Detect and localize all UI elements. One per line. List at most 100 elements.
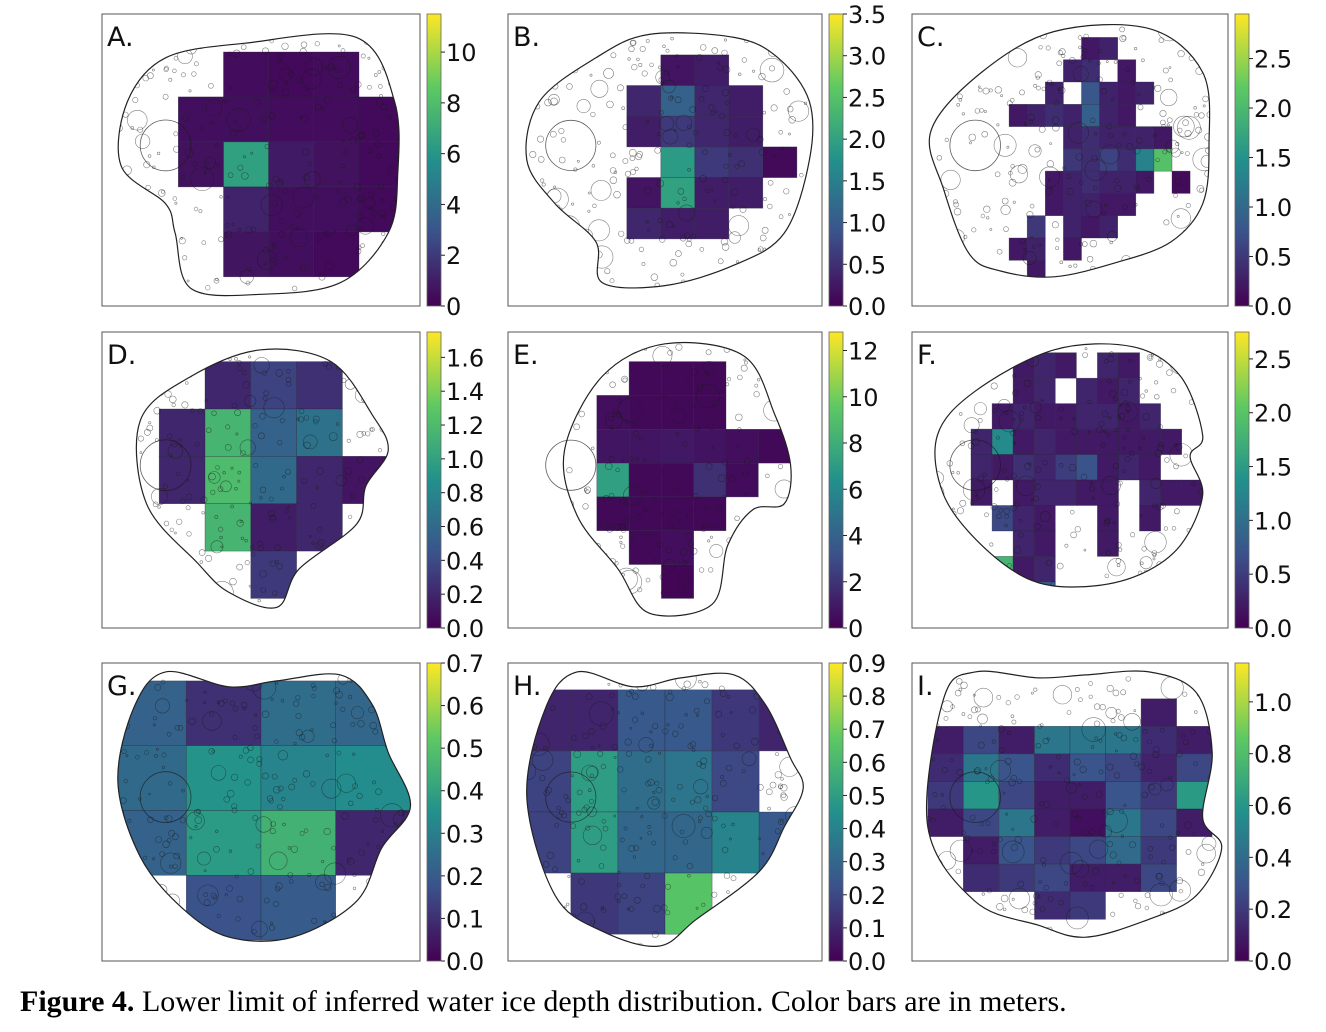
crater-circle <box>301 115 308 122</box>
crater-circle <box>1090 745 1095 749</box>
crater-circle <box>705 794 709 799</box>
crater-circle <box>1158 37 1165 44</box>
crater-circle <box>623 826 628 831</box>
crater-circle <box>619 540 623 544</box>
crater-circle <box>1164 457 1170 463</box>
crater-circle <box>609 176 618 184</box>
crater-circle <box>712 199 717 203</box>
crater-circle <box>259 570 267 578</box>
crater-circle <box>628 905 635 912</box>
crater-circle <box>1097 49 1102 54</box>
crater-circle <box>378 94 383 98</box>
crater-circle <box>964 834 971 841</box>
crater-circle <box>613 170 618 175</box>
crater-circle <box>237 126 242 132</box>
crater-circle <box>606 100 614 109</box>
crater-circle <box>730 204 735 209</box>
crater-circle <box>646 228 651 232</box>
crater-circle <box>725 382 730 387</box>
crater-circle <box>685 240 693 248</box>
heat-cell <box>178 96 224 143</box>
crater-circle <box>618 230 625 237</box>
crater-circle <box>578 878 585 885</box>
crater-circle <box>672 224 676 228</box>
crater-circle <box>336 773 356 793</box>
crater-circle <box>307 872 312 877</box>
crater-circle <box>1010 505 1017 512</box>
crater-circle <box>261 47 269 55</box>
crater-circle <box>397 809 405 817</box>
crater-circle <box>1010 843 1018 852</box>
panel-label: G. <box>107 671 137 702</box>
heat-cell <box>617 872 666 935</box>
crater-circle <box>1101 410 1109 418</box>
crater-circle <box>335 422 340 426</box>
crater-circle <box>1038 880 1042 884</box>
heat-cell <box>1099 37 1118 61</box>
crater-circle <box>1057 50 1063 56</box>
heat-cell <box>962 863 1000 892</box>
heat-cell <box>694 207 730 240</box>
crater-circle <box>529 151 537 159</box>
crater-circle <box>254 733 260 740</box>
crater-circle <box>1133 183 1139 189</box>
heat-cell <box>1099 81 1118 105</box>
crater-circle <box>634 166 639 171</box>
crater-circle <box>253 98 261 107</box>
crater-circle <box>1099 421 1105 427</box>
crater-circle <box>1149 883 1173 907</box>
crater-circle <box>185 493 193 501</box>
crater-circle <box>323 97 331 104</box>
crater-circle <box>1105 549 1112 556</box>
crater-circle <box>1133 202 1138 207</box>
heat-cell <box>1117 104 1137 127</box>
crater-circle <box>161 765 165 769</box>
crater-circle <box>366 842 370 846</box>
crater-circle <box>1013 441 1017 445</box>
crater-circle <box>225 222 230 228</box>
crater-circle <box>1010 472 1017 480</box>
crater-circle <box>729 837 732 841</box>
heat-cell <box>1012 428 1035 455</box>
crater-circle <box>285 468 291 475</box>
crater-circle <box>698 96 705 102</box>
crater-circle <box>1109 240 1113 245</box>
heat-cell <box>711 689 760 752</box>
crater-circle <box>1093 703 1101 710</box>
heat-cells <box>158 361 389 599</box>
crater-circle <box>1029 401 1042 414</box>
crater-circle <box>661 364 669 373</box>
crater-circle <box>275 369 283 377</box>
crater-circle <box>274 739 279 744</box>
crater-circle <box>1137 93 1141 97</box>
crater-circle <box>1028 119 1034 125</box>
heat-cell <box>1140 781 1177 810</box>
crater-circle <box>292 186 315 209</box>
crater-circle <box>715 505 722 512</box>
colorbar-tick-label: 0.0 <box>446 948 484 976</box>
crater-circle <box>247 744 254 752</box>
crater-circle <box>704 188 710 194</box>
colorbar-tick-label: 4 <box>848 523 863 551</box>
crater-circle <box>693 707 700 714</box>
crater-circle <box>1199 187 1205 193</box>
heat-cell <box>313 141 360 188</box>
crater-circle <box>322 361 329 367</box>
crater-circle <box>230 130 237 137</box>
crater-circle <box>331 738 337 744</box>
crater-circle <box>700 526 707 532</box>
crater-circle <box>631 64 638 71</box>
crater-circle <box>205 285 211 291</box>
crater-circle <box>358 476 365 483</box>
crater-circle <box>312 415 320 423</box>
crater-circle <box>169 527 174 532</box>
crater-circle <box>1036 85 1041 91</box>
crater-circle <box>271 244 277 249</box>
heat-cell <box>1117 148 1137 172</box>
crater-circle <box>247 756 254 764</box>
crater-circle <box>1140 393 1146 399</box>
crater-circle <box>1041 86 1047 92</box>
crater-circle <box>1006 100 1013 107</box>
crater-circle <box>973 687 994 708</box>
crater-circle <box>613 191 621 199</box>
